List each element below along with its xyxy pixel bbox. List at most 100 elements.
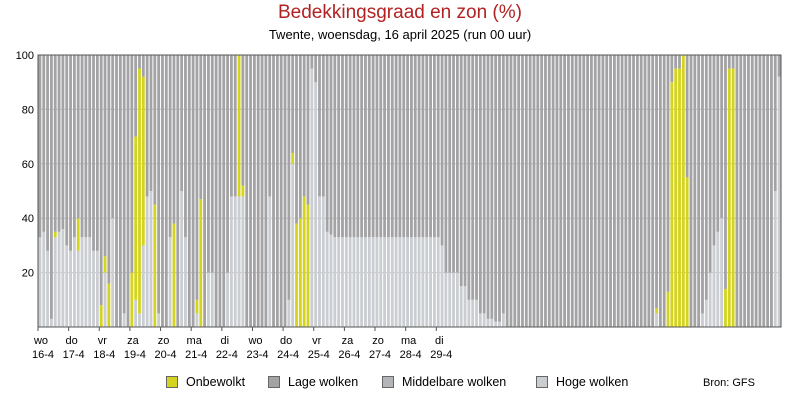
bar-lage-wolken <box>118 55 122 327</box>
bar-lage-wolken <box>111 55 115 219</box>
bar-hoge-wolken <box>429 237 432 327</box>
bar-hoge-wolken <box>184 237 187 327</box>
bar-lage-wolken <box>199 55 203 200</box>
bar-lage-wolken <box>651 55 655 327</box>
bar-lage-wolken <box>620 55 624 327</box>
bar-onbewolkt <box>103 256 107 273</box>
cloud-cover-chart: 20 40 60 80 100 wo 16-4 do 17-4 vr 18-4 za 19-4 zo 20… <box>16 50 782 361</box>
bar-lage-wolken <box>505 55 509 327</box>
bar-hoge-wolken <box>498 321 501 327</box>
legend-item-middelbare-wolken: Middelbare wolken <box>382 375 506 389</box>
bar-hoge-wolken <box>383 237 387 327</box>
bar-lage-wolken <box>394 55 398 238</box>
bar-lage-wolken <box>528 55 532 327</box>
bar-lage-wolken <box>455 55 459 273</box>
bar-onbewolkt <box>107 283 111 327</box>
bar-lage-wolken <box>559 55 563 327</box>
bar-lage-wolken <box>172 55 176 224</box>
bar-lage-wolken <box>612 55 616 327</box>
bar-lage-wolken <box>777 55 781 77</box>
x-day-label: di <box>221 335 230 347</box>
bar-lage-wolken <box>605 55 609 327</box>
bar-hoge-wolken <box>42 231 46 327</box>
bar-hoge-wolken <box>38 237 42 327</box>
bar-lage-wolken <box>590 55 593 327</box>
bar-hoge-wolken <box>69 250 72 327</box>
bar-lage-wolken <box>145 55 149 197</box>
x-date-label: 20-4 <box>155 349 177 361</box>
bar-lage-wolken <box>107 55 111 284</box>
bar-lage-wolken <box>291 55 295 153</box>
bar-lage-wolken <box>701 55 704 314</box>
bar-hoge-wolken <box>490 318 494 327</box>
bar-lage-wolken <box>80 55 84 238</box>
bar-hoge-wolken <box>387 237 390 327</box>
x-day-label: zo <box>158 335 170 347</box>
bar-hoge-wolken <box>333 237 337 327</box>
bar-lage-wolken <box>92 55 95 251</box>
bar-lage-wolken <box>260 55 264 327</box>
bar-lage-wolken <box>536 55 540 327</box>
x-day-label: za <box>127 335 140 347</box>
bar-lage-wolken <box>195 55 199 300</box>
bar-lage-wolken <box>61 55 65 230</box>
bar-hoge-wolken <box>53 237 57 327</box>
bar-lage-wolken <box>302 55 306 197</box>
y-axis: 20 40 60 80 100 <box>16 50 34 280</box>
x-day-label: wo <box>247 335 262 347</box>
bar-lage-wolken <box>716 55 720 232</box>
bar-lage-wolken <box>697 55 701 327</box>
bar-lage-wolken <box>126 55 130 327</box>
bar-hoge-wolken <box>318 196 321 327</box>
bar-hoge-wolken <box>237 196 241 327</box>
bar-hoge-wolken <box>291 163 295 327</box>
bar-onbewolkt <box>731 68 735 327</box>
bar-hoge-wolken <box>84 237 88 327</box>
bar-hoge-wolken <box>149 191 153 327</box>
bar-lage-wolken <box>432 55 436 238</box>
bar-lage-wolken <box>754 55 758 327</box>
bar-lage-wolken <box>498 55 501 322</box>
legend-item-lage-wolken: Lage wolken <box>268 375 358 389</box>
legend-label-lage-wolken: Lage wolken <box>288 375 359 389</box>
x-day-label: do <box>280 335 292 347</box>
bar-lage-wolken <box>341 55 344 238</box>
bar-lage-wolken <box>482 55 486 314</box>
bar-lage-wolken <box>750 55 754 327</box>
bar-lage-wolken <box>628 55 632 327</box>
bar-lage-wolken <box>287 55 291 300</box>
bar-lage-wolken <box>352 55 356 238</box>
bar-hoge-wolken <box>352 237 356 327</box>
bar-hoge-wolken <box>440 245 444 327</box>
bar-hoge-wolken <box>390 237 394 327</box>
bar-lage-wolken <box>279 55 283 327</box>
bar-lage-wolken <box>475 55 478 300</box>
bar-hoge-wolken <box>226 272 229 327</box>
bar-onbewolkt <box>291 152 295 164</box>
bar-lage-wolken <box>501 55 505 314</box>
bar-hoge-wolken <box>356 237 360 327</box>
bar-lage-wolken <box>180 55 184 191</box>
bar-lage-wolken <box>364 55 367 238</box>
bar-hoge-wolken <box>122 313 126 327</box>
legend-swatch-hoge-wolken <box>536 376 548 388</box>
bar-lage-wolken <box>735 55 739 327</box>
bar-hoge-wolken <box>76 250 80 327</box>
bar-lage-wolken <box>306 55 310 205</box>
bar-lage-wolken <box>509 55 513 327</box>
bar-hoge-wolken <box>463 286 467 327</box>
bar-onbewolkt <box>138 68 141 314</box>
bar-lage-wolken <box>720 55 724 219</box>
bar-lage-wolken <box>161 55 164 327</box>
bar-lage-wolken <box>544 55 547 327</box>
x-day-label: ma <box>401 335 417 347</box>
bar-lage-wolken <box>149 55 153 191</box>
bar-lage-wolken <box>440 55 444 246</box>
bar-hoge-wolken <box>364 237 367 327</box>
x-axis: wo 16-4 do 17-4 vr 18-4 za 19-4 zo 20-4 ma 21-4 di 22… <box>32 327 452 361</box>
bar-onbewolkt <box>134 136 138 300</box>
bar-hoge-wolken <box>501 313 505 327</box>
y-tick-label: 100 <box>16 50 34 62</box>
bar-lage-wolken <box>333 55 337 238</box>
x-day-label: zo <box>372 335 384 347</box>
